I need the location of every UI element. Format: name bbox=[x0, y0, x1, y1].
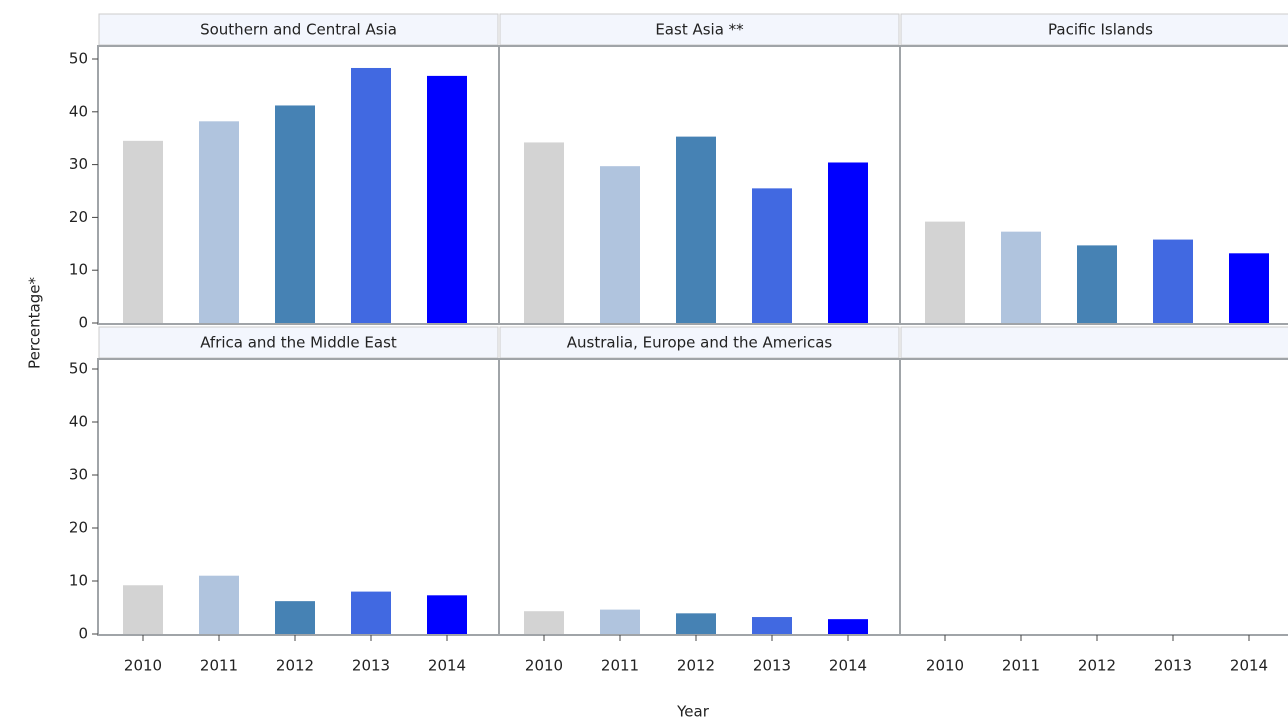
x-tick-label: 2012 bbox=[276, 657, 314, 675]
y-tick-label: 30 bbox=[69, 155, 88, 173]
panel-header bbox=[900, 13, 1288, 46]
y-tick-label: 20 bbox=[69, 519, 88, 537]
panel-title: East Asia ** bbox=[655, 21, 744, 39]
bar bbox=[351, 591, 391, 634]
x-tick-label: 2013 bbox=[352, 657, 390, 675]
bar bbox=[524, 611, 564, 634]
y-tick-label: 10 bbox=[69, 261, 88, 279]
x-tick-label: 2013 bbox=[1154, 657, 1192, 675]
bar bbox=[123, 585, 163, 634]
x-tick-label: 2010 bbox=[124, 657, 162, 675]
y-tick-label: 50 bbox=[69, 360, 88, 378]
panel-title: Australia, Europe and the Americas bbox=[567, 334, 833, 352]
bar bbox=[752, 188, 792, 323]
x-tick-label: 2011 bbox=[1002, 657, 1040, 675]
panel-header bbox=[499, 326, 900, 359]
bar bbox=[676, 613, 716, 634]
x-tick-label: 2013 bbox=[753, 657, 791, 675]
y-tick-label: 30 bbox=[69, 466, 88, 484]
bar bbox=[676, 136, 716, 323]
y-tick-label: 20 bbox=[69, 208, 88, 226]
y-tick-label: 40 bbox=[69, 413, 88, 431]
panel-header bbox=[98, 13, 499, 46]
bar bbox=[427, 75, 467, 324]
y-tick-label: 0 bbox=[78, 625, 88, 643]
x-tick-label: 2011 bbox=[200, 657, 238, 675]
x-tick-label: 2010 bbox=[525, 657, 563, 675]
panel-header bbox=[98, 326, 499, 359]
bar bbox=[1229, 253, 1269, 323]
bar bbox=[275, 601, 315, 634]
x-axis-label: Year bbox=[676, 703, 710, 721]
bar bbox=[1001, 231, 1041, 323]
bar bbox=[752, 617, 792, 634]
bar bbox=[427, 595, 467, 634]
x-tick-label: 2010 bbox=[926, 657, 964, 675]
bar bbox=[600, 609, 640, 634]
bar bbox=[1077, 245, 1117, 323]
x-tick-label: 2012 bbox=[677, 657, 715, 675]
bar bbox=[275, 105, 315, 324]
x-tick-label: 2011 bbox=[601, 657, 639, 675]
panel-header bbox=[900, 326, 1288, 359]
x-tick-label: 2014 bbox=[829, 657, 867, 675]
bar bbox=[524, 142, 564, 323]
y-tick-label: 0 bbox=[78, 314, 88, 332]
panel-header bbox=[499, 13, 900, 46]
bar bbox=[600, 166, 640, 323]
panel-title: Pacific Islands bbox=[1048, 21, 1153, 39]
bar bbox=[199, 575, 239, 634]
y-tick-label: 50 bbox=[69, 50, 88, 68]
panel-frame bbox=[899, 358, 1288, 636]
bar bbox=[351, 67, 391, 323]
bar bbox=[828, 619, 868, 634]
bar bbox=[199, 121, 239, 323]
x-tick-label: 2014 bbox=[428, 657, 466, 675]
bar bbox=[1153, 239, 1193, 323]
x-tick-label: 2014 bbox=[1230, 657, 1268, 675]
y-tick-label: 10 bbox=[69, 572, 88, 590]
bar bbox=[123, 140, 163, 323]
panel-title: Southern and Central Asia bbox=[200, 21, 397, 39]
y-tick-label: 40 bbox=[69, 102, 88, 120]
bar bbox=[925, 221, 965, 323]
y-axis-label: Percentage* bbox=[26, 277, 44, 369]
x-tick-label: 2012 bbox=[1078, 657, 1116, 675]
panel-frame bbox=[498, 358, 901, 636]
bar bbox=[828, 162, 868, 323]
panel-title: Africa and the Middle East bbox=[200, 334, 397, 352]
panel-frame bbox=[899, 45, 1288, 325]
